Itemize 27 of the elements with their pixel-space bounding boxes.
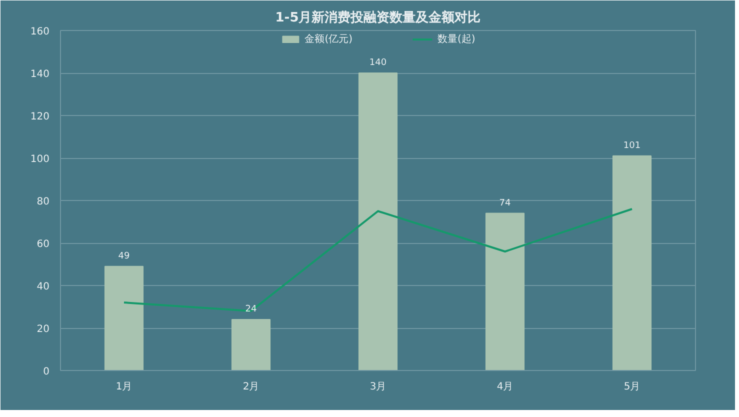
bar [104, 266, 144, 370]
y-tick-label: 20 [36, 324, 50, 335]
y-tick-label: 0 [43, 366, 50, 378]
y-tick-label: 100 [30, 154, 50, 165]
bar [358, 72, 398, 370]
y-tick-label: 80 [36, 196, 50, 208]
data-label: 24 [245, 304, 257, 314]
bar [612, 155, 652, 370]
y-tick-label: 60 [36, 239, 50, 250]
x-tick-label: 3月 [370, 382, 386, 392]
x-tick-label: 1月 [116, 382, 132, 392]
data-label: 101 [623, 140, 641, 151]
y-tick-label: 120 [30, 112, 50, 122]
chart-title: 1-5月新消费投融资数量及金额对比 [275, 10, 481, 26]
y-tick-label: 40 [36, 282, 50, 292]
x-tick-label: 4月 [496, 382, 514, 392]
x-tick-label: 2月 [242, 382, 260, 392]
x-tick-label: 5月 [624, 382, 640, 392]
data-label: 140 [369, 58, 387, 68]
bar [485, 212, 525, 370]
y-tick-label: 140 [30, 69, 50, 80]
data-label: 74 [499, 198, 511, 208]
data-label: 49 [118, 251, 130, 262]
bar [231, 319, 271, 370]
legend-label: 数量(起) [438, 32, 476, 46]
y-tick-label: 160 [30, 26, 50, 38]
legend-label: 金额(亿元) [304, 32, 352, 46]
